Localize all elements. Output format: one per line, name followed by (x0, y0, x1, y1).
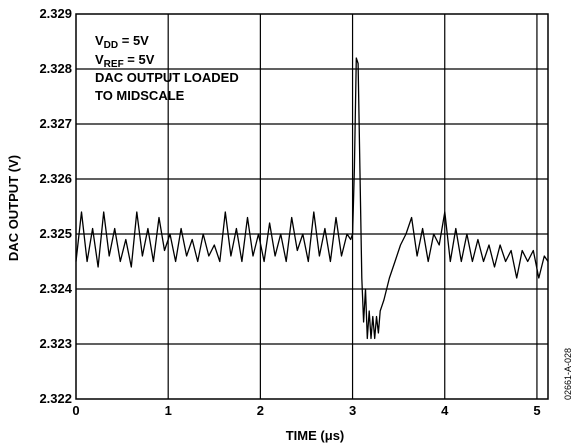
y-tick-labels: 2.322 2.323 2.324 2.325 2.326 2.327 2.328 2.329 (39, 6, 72, 406)
y-tick-label: 2.325 (39, 226, 72, 241)
y-tick-label: 2.327 (39, 116, 72, 131)
figure-id: 02661-A-028 (563, 348, 573, 400)
x-tick-labels: 0 1 2 3 4 5 (72, 403, 540, 418)
annotation-line3: DAC OUTPUT LOADED (95, 70, 239, 85)
x-tick-label: 0 (72, 403, 79, 418)
y-tick-label: 2.323 (39, 336, 72, 351)
annotation-vref: VREF = 5V (95, 52, 155, 70)
y-tick-label: 2.324 (39, 281, 72, 296)
x-tick-label: 1 (165, 403, 172, 418)
series-layer (75, 57, 549, 340)
x-tick-label: 3 (349, 403, 356, 418)
y-axis-label: DAC OUTPUT (V) (6, 155, 21, 261)
y-tick-label: 2.322 (39, 391, 72, 406)
x-tick-label: 5 (533, 403, 540, 418)
y-tick-label: 2.326 (39, 171, 72, 186)
x-tick-label: 4 (441, 403, 449, 418)
y-tick-label: 2.328 (39, 61, 72, 76)
x-tick-label: 2 (257, 403, 264, 418)
y-tick-label: 2.329 (39, 6, 72, 21)
annotation-line4: TO MIDSCALE (95, 88, 185, 103)
plot-frame (75, 13, 549, 400)
series-line (75, 57, 549, 340)
x-axis-label: TIME (μs) (286, 428, 345, 443)
annotation-box (82, 15, 294, 107)
annotation-vdd: VDD = 5V (95, 33, 149, 51)
